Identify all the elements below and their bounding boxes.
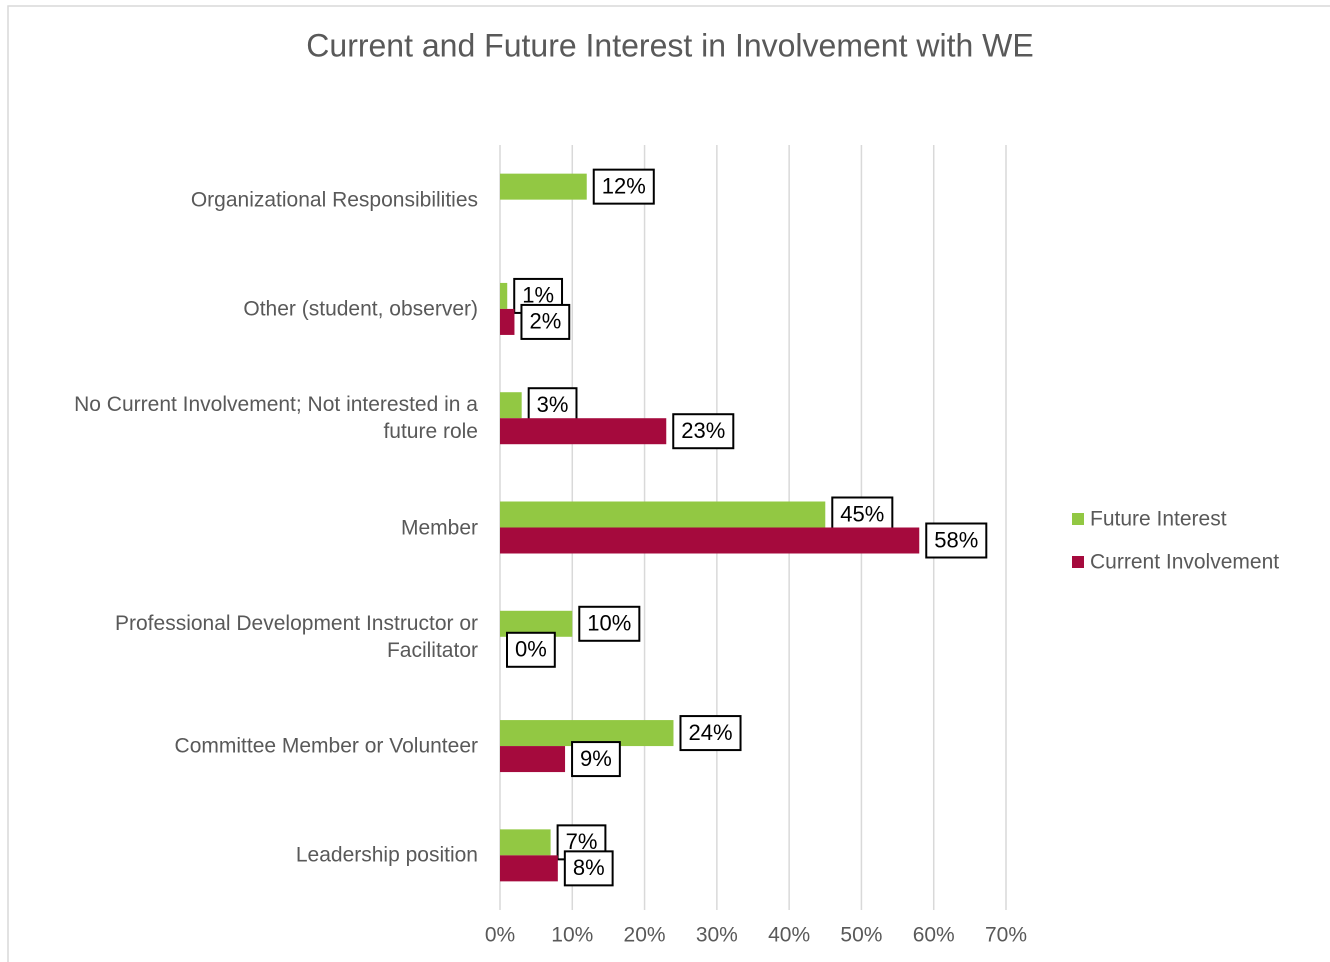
x-tick-label: 30% [696,924,738,947]
bar [500,829,551,856]
legend-swatch [1072,513,1084,525]
data-label-box [592,168,655,205]
bar [500,173,587,200]
data-label-box [578,605,641,642]
data-label-box [506,631,556,668]
legend-label: Current Involvement [1090,551,1279,574]
data-label-box [563,850,614,887]
data-label-box [925,522,988,559]
y-tick-label: Professional Development Instructor or F… [115,611,478,662]
legend-label: Future Interest [1090,508,1227,531]
y-tick-label: No Current Involvement; Not interested i… [74,393,478,444]
data-label: 9% [580,746,612,771]
data-label: 0% [515,637,547,662]
data-label: 58% [934,527,978,552]
data-label: 23% [681,418,725,443]
data-label-box [527,387,578,424]
bar [500,282,508,309]
data-label: 7% [566,829,598,854]
chart-title: Current and Future Interest in Involveme… [306,27,1033,63]
bar [500,418,667,445]
legend-swatch [1072,556,1084,568]
y-tick-label: Leadership position [295,843,478,867]
y-tick-label: Committee Member or Volunteer [174,734,478,758]
bar [500,855,558,882]
bar [500,746,566,773]
bar [500,527,920,554]
data-label-box [679,715,742,752]
y-tick-label: Other (student, observer) [243,297,478,321]
x-tick-label: 10% [551,924,593,947]
x-tick-label: 70% [985,924,1027,947]
data-label: 12% [602,173,646,198]
data-label: 24% [688,720,732,745]
bar [500,501,826,528]
chart-frame [7,5,1330,962]
y-tick-label: Organizational Responsibilities [190,188,478,212]
data-label-box [520,303,571,340]
x-tick-label: 60% [913,924,955,947]
x-tick-label: 40% [768,924,810,947]
bar [500,308,515,335]
data-label-box [672,413,735,450]
data-label: 10% [587,611,631,636]
bar [500,392,522,419]
data-label-box [571,741,621,778]
data-label: 2% [529,309,561,334]
data-label: 45% [840,501,884,526]
data-label-box [831,496,894,533]
x-tick-label: 50% [840,924,882,947]
data-label: 8% [573,855,605,880]
x-tick-label: 20% [624,924,666,947]
data-label: 1% [522,283,554,308]
x-tick-label: 0% [485,924,515,947]
y-tick-label: Member [400,516,478,539]
data-label: 3% [537,392,569,417]
